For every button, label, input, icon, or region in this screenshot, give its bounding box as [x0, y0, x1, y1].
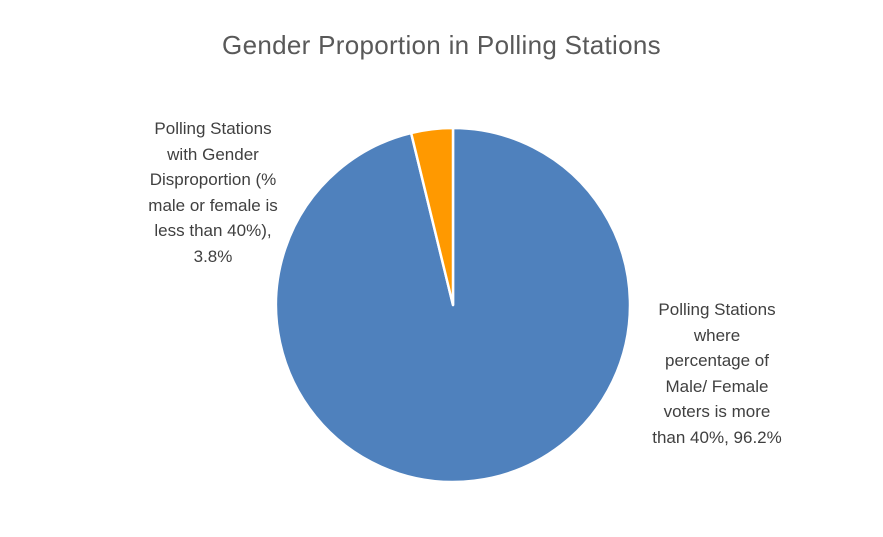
slice-label-disproportion-line: with Gender — [167, 144, 259, 164]
slice-label-disproportion-line: 3.8% — [193, 246, 233, 266]
slice-label-balanced-line: voters is more — [663, 402, 771, 421]
chart-title: Gender Proportion in Polling Stations — [222, 30, 661, 60]
slice-label-balanced-line: Polling Stations — [658, 300, 776, 319]
slice-label-disproportion-line: less than 40%), — [154, 221, 272, 240]
slice-label-balanced-line: percentage of — [665, 351, 769, 370]
slice-label-disproportion-line: male or female is — [148, 195, 278, 215]
pie-slice-disproportion — [409, 126, 455, 307]
slice-label-balanced-stations: Polling Stations where percentage of Male/ … — [622, 297, 812, 450]
slice-label-disproportion-line: Disproportion (% — [149, 170, 277, 189]
slice-label-gender-disproportion: Polling Stations with Gender Disproportion… — [118, 116, 308, 269]
slice-label-balanced-line: where — [693, 325, 741, 345]
slice-label-balanced-line: Male/ Female — [665, 376, 769, 396]
slice-label-disproportion-line: Polling Stations — [154, 119, 272, 138]
slice-label-balanced-line: than 40%, 96.2% — [652, 427, 782, 447]
